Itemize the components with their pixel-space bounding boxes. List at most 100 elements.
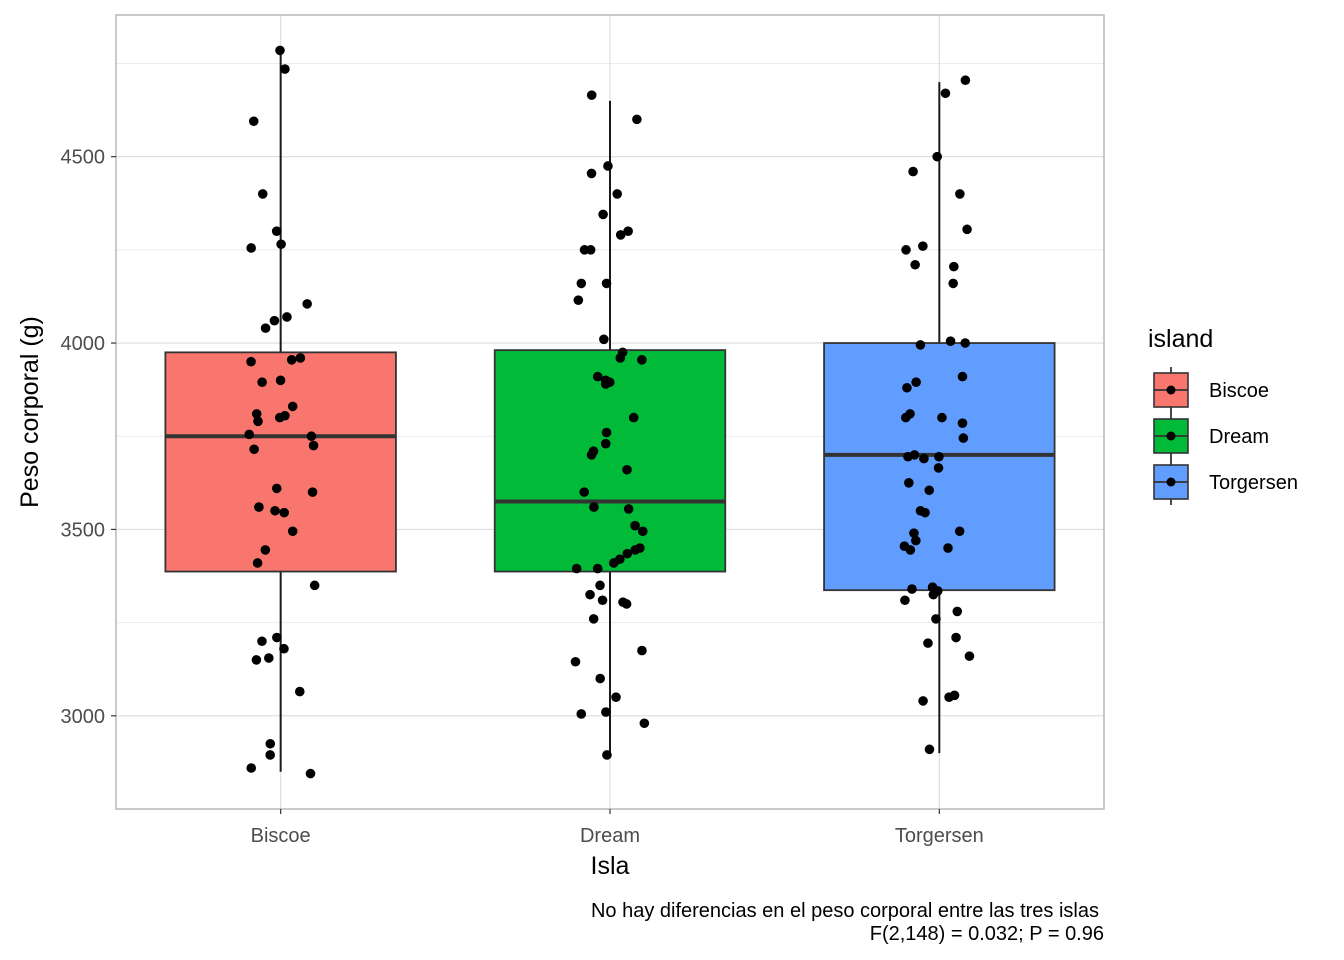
data-point [924,744,935,755]
data-point [254,502,264,512]
data-point [622,548,633,559]
data-point [958,433,969,443]
data-point [601,707,611,717]
data-point [937,412,947,423]
data-point [576,709,587,719]
data-point [623,504,634,514]
data-point [920,507,930,518]
y-axis: 3000 3500 4000 4500 [61,147,116,728]
caption-line-1: No hay diferencias en el peso corporal e… [591,900,1099,922]
data-point [571,563,582,574]
data-point [305,768,316,779]
data-point [955,189,965,199]
data-point [275,375,286,386]
data-point [276,239,286,250]
data-point [903,451,913,462]
data-point [586,450,597,460]
data-point [911,535,921,546]
data-point [600,379,611,389]
data-point [615,353,626,363]
data-point [597,595,608,606]
data-point [949,261,959,272]
data-point [287,526,298,537]
data-point [306,431,317,442]
data-point [637,526,648,537]
data-point [623,226,633,237]
data-point [246,763,257,773]
data-point [630,545,641,555]
legend-key-point [1166,431,1176,441]
data-point [573,295,584,305]
data-point [246,356,256,367]
legend-title: island [1148,325,1213,353]
data-point [615,230,626,240]
data-point [251,655,262,665]
data-point [901,245,911,255]
data-point [286,355,297,365]
data-point [603,161,613,171]
data-point [957,418,968,428]
legend-key-point [1166,385,1176,395]
data-point [271,483,282,494]
data-point [919,453,929,464]
data-point [905,545,916,555]
data-point [270,505,280,516]
data-point [280,64,290,74]
data-point [579,487,590,497]
data-point [592,563,603,574]
data-point [907,584,917,594]
legend-label: Biscoe [1209,380,1269,402]
data-point [576,278,587,289]
x-tick-label: Torgersen [895,825,984,847]
data-point [302,299,312,309]
legend-label: Dream [1209,426,1269,448]
data-point [954,526,965,537]
data-point [943,543,953,553]
data-point [918,696,928,706]
data-point [257,636,267,647]
y-tick-label: 4000 [61,333,106,355]
data-point [962,224,972,235]
data-point [944,692,954,702]
data-point [601,278,612,289]
x-tick-label: Biscoe [251,825,311,847]
data-point [282,312,292,322]
data-point [934,451,944,462]
data-point [294,686,305,697]
legend-key-torgersen: Torgersen [1153,459,1298,505]
legend-key-biscoe: Biscoe [1153,367,1269,413]
data-point [964,651,975,661]
plot-area [115,14,1105,810]
data-point [928,589,939,600]
data-point [948,278,958,289]
data-point [260,323,271,333]
x-tick-label: Dream [580,825,640,847]
data-point [274,412,285,423]
data-point [940,88,951,99]
data-point [932,151,942,162]
box-iqr [164,351,397,573]
data-point [585,589,595,600]
data-point [308,440,319,451]
data-point [957,371,968,382]
points-torgersen [899,75,975,755]
data-point [911,377,921,387]
data-point [908,166,918,177]
data-point [637,645,647,656]
y-tick-label: 4500 [61,147,106,169]
data-point [910,259,920,270]
data-point [599,334,609,345]
y-tick-label: 3500 [61,519,106,541]
data-point [901,412,911,423]
data-point [639,718,650,729]
data-point [249,444,259,455]
data-point [589,502,599,512]
data-point [600,438,611,449]
data-point [592,371,603,382]
data-point [585,245,596,255]
data-point [570,656,581,667]
data-point [263,653,274,663]
data-point [601,427,612,438]
data-point [252,558,263,568]
data-point [611,692,621,702]
